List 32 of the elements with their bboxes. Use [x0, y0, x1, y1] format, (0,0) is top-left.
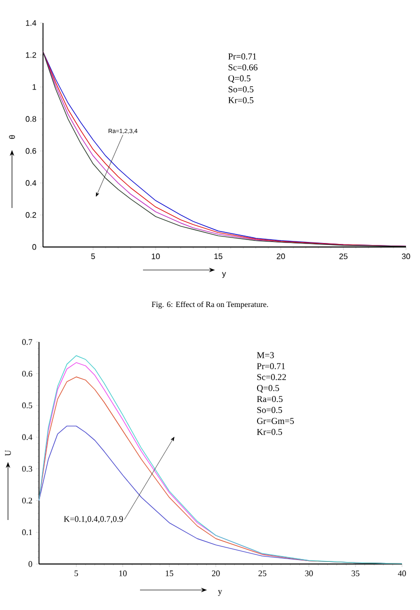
annotation: So=0.5	[228, 86, 254, 92]
x-tick-label: 40	[398, 570, 406, 576]
y-tick-label: 0	[28, 561, 32, 567]
x-tick-label: 35	[352, 570, 360, 576]
annotation: So=0.5	[257, 406, 282, 414]
annotation: Kr=0.5	[256, 428, 282, 435]
annotation: Q=0.5	[228, 75, 250, 83]
annotation: Sc=0.66	[228, 64, 258, 70]
annotation: Gr=Gm=5	[257, 418, 294, 424]
annotation: Sc=0.22	[257, 374, 286, 380]
y-tick-label: 0.1	[22, 529, 32, 536]
y-tick-label: 0.5	[22, 402, 32, 408]
annotation: Pr=0.71	[228, 53, 256, 60]
x-axis-title: y	[218, 590, 222, 596]
x-tick-label: 15	[166, 570, 174, 576]
x-tick-label: 25	[258, 570, 266, 576]
annotation: Ra=0.5	[256, 396, 283, 402]
y-tick-label: 0.4	[22, 434, 32, 440]
annotation: K=0.1,0.4,0.7,0.9	[64, 516, 123, 524]
y-tick-label: 0.2	[22, 498, 32, 504]
y-tick-label: 0.7	[22, 339, 32, 345]
x-tick-label: 5	[74, 570, 78, 576]
x-tick-label: 10	[119, 570, 127, 576]
annotation: Kr=0.5	[228, 97, 254, 104]
annotation: Q=0.5	[257, 385, 280, 392]
x-tick-label: 30	[305, 570, 313, 576]
y-tick-label: 0.6	[22, 370, 32, 377]
annotation: Pr=0.71	[256, 363, 285, 370]
annotation: M=3	[256, 352, 274, 358]
y-axis-title: U	[5, 450, 11, 456]
x-tick-label: 20	[212, 570, 220, 576]
y-tick-label: 0.3	[22, 466, 32, 472]
